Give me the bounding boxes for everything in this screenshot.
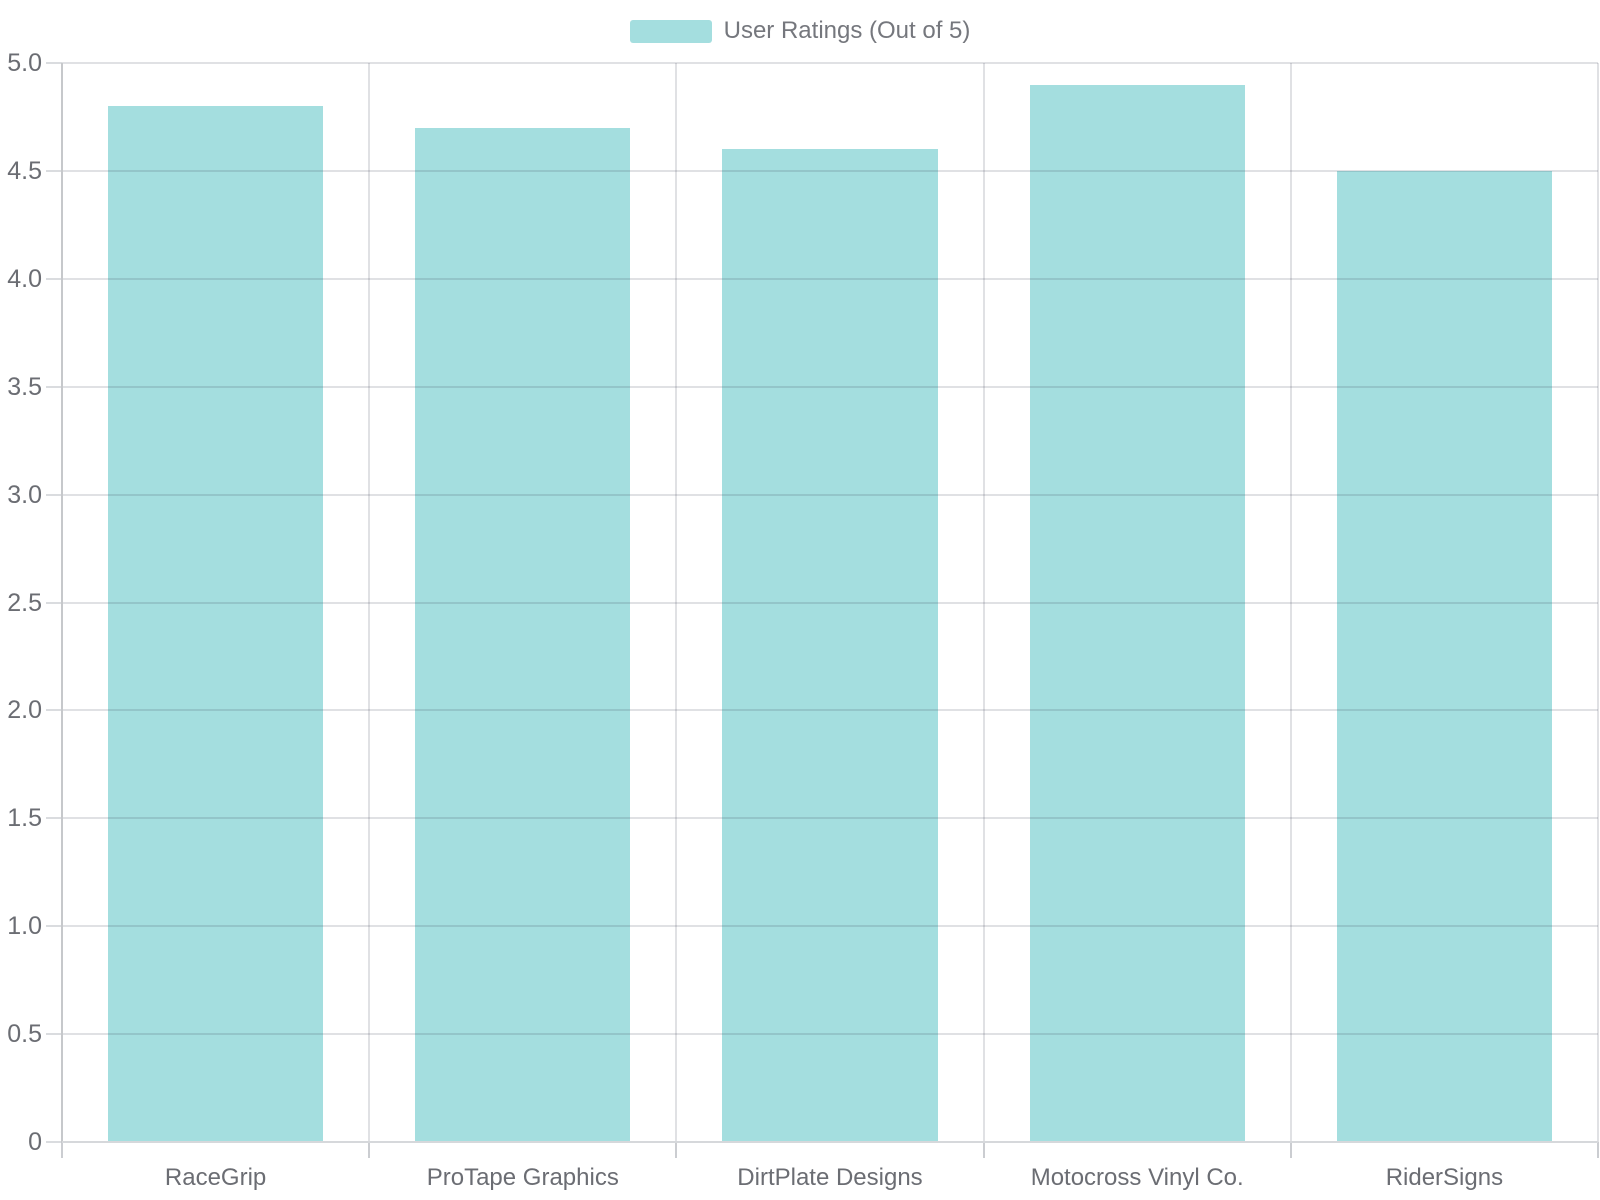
x-splitline [368,63,371,1142]
bar-dirtplate-designs[interactable] [722,149,938,1142]
y-gridline [62,493,1598,496]
y-axis-tick [46,709,62,712]
x-axis-tick [61,1142,63,1158]
y-axis-tick [46,277,62,280]
x-axis-label: RaceGrip [164,1164,267,1191]
bar-motocross-vinyl-co-[interactable] [1029,84,1245,1142]
x-axis-tick [368,1142,371,1158]
y-axis-label: 0 [28,1128,42,1156]
y-axis-tick [46,817,62,820]
x-axis-label: ProTape Graphics [426,1164,619,1191]
y-axis-tick [46,925,62,928]
y-axis-label: 4.0 [7,264,42,293]
y-axis-line [61,63,63,1143]
chart-legend: User Ratings (Out of 5) [0,17,1600,45]
x-axis-tick [1597,1142,1599,1158]
y-axis-label: 0.5 [7,1020,42,1049]
y-axis-label: 5.0 [7,49,42,77]
x-axis-tick [1289,1142,1292,1158]
y-axis-tick [46,493,62,496]
y-axis-tick [46,601,62,604]
x-axis-tick [982,1142,985,1158]
y-gridline [62,385,1598,388]
x-axis-tick [675,1142,678,1158]
x-splitline [982,63,985,1142]
y-axis-label: 4.5 [7,156,42,185]
y-gridline [62,817,1598,820]
y-gridline [62,601,1598,604]
y-axis-tick [46,385,62,388]
bar-racegrip[interactable] [108,106,324,1142]
y-axis-label: 1.0 [7,912,42,941]
x-axis-label: DirtPlate Designs [737,1164,923,1191]
y-axis-tick [46,62,62,64]
x-axis-label: Motocross Vinyl Co. [1030,1164,1244,1191]
y-axis-tick [46,1141,62,1143]
y-axis-label: 2.5 [7,588,42,617]
x-splitline [1597,63,1599,1142]
legend-swatch[interactable] [629,19,712,43]
bar-ridersigns[interactable] [1336,170,1552,1142]
y-axis-tick [46,1033,62,1036]
y-gridline [62,925,1598,928]
y-gridline [62,1033,1598,1036]
y-gridline [62,709,1598,712]
y-axis-label: 2.0 [7,696,42,725]
y-axis-label: 1.5 [7,804,42,833]
y-axis-label: 3.0 [7,480,42,509]
y-gridline [62,169,1598,172]
x-splitline [1289,63,1292,1142]
bar-protape-graphics[interactable] [415,127,631,1142]
y-gridline [62,62,1598,64]
x-axis-label: RiderSigns [1385,1164,1504,1191]
x-axis-line [62,1141,1598,1143]
x-splitline [675,63,678,1142]
y-axis-label: 3.5 [7,372,42,401]
y-gridline [62,277,1598,280]
legend-label[interactable]: User Ratings (Out of 5) [723,17,971,44]
y-axis-tick [46,169,62,172]
